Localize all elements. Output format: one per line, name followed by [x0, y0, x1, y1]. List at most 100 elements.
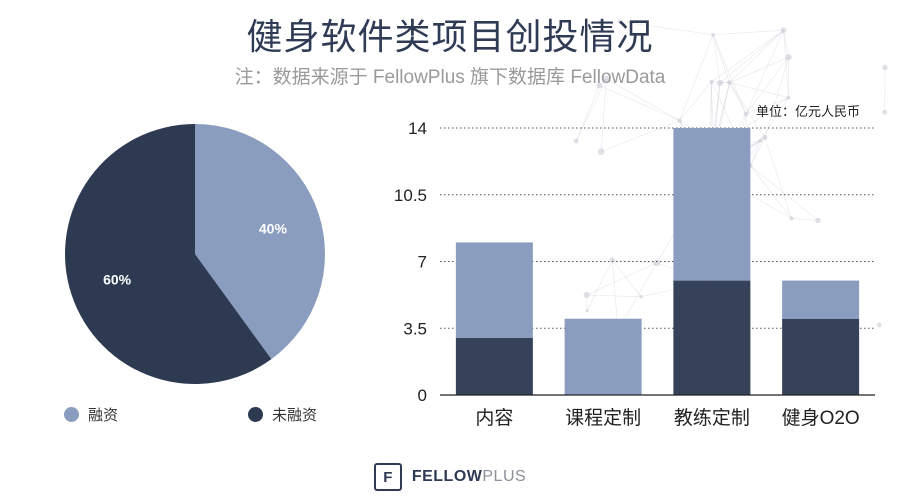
network-line	[729, 82, 789, 98]
bar-segment-top	[673, 128, 751, 281]
network-line	[679, 81, 712, 121]
network-line	[599, 85, 680, 121]
network-node	[653, 259, 661, 267]
network-line	[586, 262, 657, 296]
network-line	[612, 259, 657, 264]
y-tick-label: 10.5	[394, 186, 427, 205]
network-node	[596, 82, 603, 89]
network-line	[750, 137, 766, 166]
legend-label-unfunded: 未融资	[272, 407, 318, 424]
network-line	[611, 260, 619, 331]
network-line	[575, 85, 600, 142]
network-line	[575, 78, 607, 142]
bar-segment-top	[782, 280, 860, 319]
network-node	[609, 257, 615, 263]
brand-name-light: PLUS	[482, 468, 527, 485]
network-node	[677, 118, 682, 123]
network-node	[573, 138, 579, 144]
network-line	[764, 137, 792, 219]
network-line	[783, 30, 789, 58]
legend-item-funded: 融资	[64, 404, 118, 425]
network-node	[789, 216, 794, 221]
network-line	[719, 30, 784, 84]
pie-slice-unfunded-label: 60%	[103, 271, 132, 287]
legend-swatch-unfunded	[248, 407, 263, 422]
network-line	[606, 78, 680, 121]
network-node	[876, 322, 882, 328]
network-node	[780, 27, 787, 34]
legend-label-funded: 融资	[88, 407, 119, 424]
network-line	[712, 34, 747, 115]
network-line	[611, 259, 642, 297]
network-node	[711, 32, 715, 37]
pie-slice-funded-label: 40%	[259, 221, 288, 237]
network-node	[743, 111, 749, 117]
network-node	[882, 64, 888, 71]
network-line	[600, 78, 607, 152]
network-node	[716, 79, 724, 86]
legend-item-unfunded: 未融资	[248, 404, 317, 425]
network-line	[729, 82, 747, 115]
bar-segment-top	[455, 242, 533, 338]
unit-label: 单位：亿元人民币	[755, 104, 860, 119]
pie-slice-funded	[195, 124, 325, 360]
network-line	[791, 218, 819, 221]
footer-brand: F FELLOWPLUS	[0, 463, 900, 491]
y-tick-label: 14	[408, 119, 427, 138]
network-node	[597, 148, 605, 155]
network-line	[729, 30, 784, 83]
legend-swatch-funded	[64, 407, 79, 422]
network-line	[586, 259, 613, 311]
x-tick-label: 健身O2O	[782, 407, 860, 429]
y-tick-label: 7	[418, 253, 427, 272]
network-line	[745, 56, 789, 115]
network-line	[783, 30, 789, 98]
network-line	[600, 120, 680, 152]
network-line	[713, 29, 784, 36]
network-line	[712, 34, 730, 83]
network-node	[762, 135, 768, 141]
y-tick-label: 0	[418, 386, 427, 405]
fellowplus-logo-icon: F	[373, 463, 402, 491]
page-subtitle: 注：数据来源于 FellowPlus 旗下数据库 FellowData	[234, 67, 666, 88]
x-tick-label: 教练定制	[674, 407, 750, 429]
network-node	[758, 138, 763, 143]
network-line	[764, 57, 789, 138]
network-node	[727, 80, 732, 85]
brand-name-bold: FELLOW	[411, 468, 483, 485]
bar-segment-bottom	[782, 318, 860, 395]
bar-segment-bottom	[455, 337, 533, 395]
network-node	[786, 95, 791, 100]
network-node	[617, 19, 623, 24]
network-line	[760, 97, 789, 141]
network-line	[750, 165, 792, 219]
network-node	[785, 53, 792, 61]
network-node	[585, 309, 589, 313]
network-line	[750, 140, 761, 166]
network-line	[712, 34, 721, 83]
network-node	[709, 79, 714, 84]
pie-slice-unfunded	[64, 124, 272, 385]
network-node	[602, 75, 610, 83]
y-tick-label: 3.5	[403, 319, 427, 338]
network-node	[815, 217, 821, 224]
network-line	[745, 97, 789, 115]
network-line	[729, 82, 766, 138]
network-node	[639, 295, 643, 299]
bar-segment-bottom	[673, 280, 751, 395]
brand-name: FELLOWPLUS	[412, 468, 526, 486]
x-tick-label: 课程定制	[565, 407, 641, 429]
network-line	[750, 165, 819, 221]
network-line	[679, 34, 714, 121]
bar-segment-top	[564, 318, 642, 395]
network-line	[729, 56, 789, 83]
network-node	[882, 109, 888, 115]
network-line	[619, 21, 714, 36]
network-line	[745, 30, 784, 115]
network-line	[586, 294, 642, 298]
page-title: 健身软件类项目创投情况	[246, 16, 654, 57]
x-tick-label: 内容	[475, 407, 513, 429]
network-node	[583, 291, 590, 299]
